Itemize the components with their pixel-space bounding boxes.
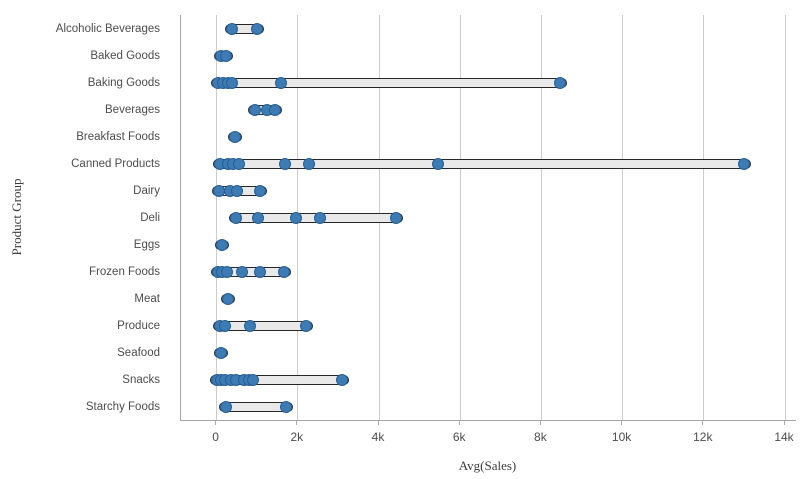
range-bar[interactable]	[212, 320, 314, 331]
data-point-dot[interactable]	[254, 265, 267, 278]
gridline	[703, 15, 705, 420]
x-axis-tick	[783, 421, 785, 425]
data-point-dot[interactable]	[279, 400, 292, 413]
data-point-dot[interactable]	[233, 157, 246, 170]
data-point-dot[interactable]	[553, 76, 566, 89]
data-point-dot[interactable]	[279, 157, 292, 170]
category-label[interactable]: Meat	[134, 292, 160, 305]
x-axis-tick	[702, 421, 704, 425]
category-label[interactable]: Baking Goods	[87, 76, 160, 89]
data-point-dot[interactable]	[737, 157, 750, 170]
gridline	[540, 15, 542, 420]
range-bar[interactable]	[211, 266, 292, 277]
x-axis-tick	[539, 421, 541, 425]
data-point-dot[interactable]	[274, 76, 287, 89]
data-point-dot[interactable]	[229, 130, 242, 143]
x-axis-tick	[215, 421, 217, 425]
gridline	[622, 15, 624, 420]
category-label[interactable]: Dairy	[133, 184, 160, 197]
x-axis-tick	[377, 421, 379, 425]
x-axis-tick	[458, 421, 460, 425]
data-point-dot[interactable]	[221, 292, 234, 305]
data-point-dot[interactable]	[218, 319, 231, 332]
data-point-dot[interactable]	[221, 265, 234, 278]
data-point-dot[interactable]	[219, 49, 232, 62]
category-label[interactable]: Produce	[117, 319, 160, 332]
category-labels: Alcoholic Beverages Baked Goods Baking Goo…	[0, 15, 172, 420]
range-bar[interactable]	[225, 23, 264, 34]
category-label[interactable]: Eggs	[133, 238, 160, 251]
data-point-dot[interactable]	[390, 211, 403, 224]
category-label[interactable]: Alcoholic Beverages	[55, 22, 160, 35]
range-bar[interactable]	[211, 77, 567, 88]
data-point-dot[interactable]	[230, 211, 243, 224]
data-point-dot[interactable]	[254, 184, 267, 197]
x-axis-tick-label: 14k	[774, 430, 794, 444]
data-point-dot[interactable]	[300, 319, 313, 332]
category-label[interactable]: Seafood	[117, 346, 160, 359]
category-label[interactable]: Breakfast Foods	[76, 130, 160, 143]
data-point-dot[interactable]	[248, 103, 261, 116]
x-axis-tick	[296, 421, 298, 425]
gridline	[216, 15, 218, 420]
data-point-dot[interactable]	[243, 319, 256, 332]
data-point-dot[interactable]	[432, 157, 445, 170]
category-label[interactable]: Beverages	[105, 103, 160, 116]
category-label[interactable]: Starchy Foods	[85, 400, 160, 413]
gridline	[784, 15, 786, 420]
x-axis-tick-label: 0	[212, 430, 219, 444]
x-axis-tick-label: 2k	[290, 430, 304, 444]
data-point-dot[interactable]	[278, 265, 291, 278]
x-axis-tick-label: 4k	[371, 430, 385, 444]
data-point-dot[interactable]	[236, 265, 249, 278]
data-point-dot[interactable]	[246, 373, 259, 386]
category-label[interactable]: Baked Goods	[90, 49, 160, 62]
x-axis-tick	[621, 421, 623, 425]
data-point-dot[interactable]	[226, 76, 239, 89]
category-label[interactable]: Canned Products	[71, 157, 160, 170]
data-point-dot[interactable]	[226, 22, 239, 35]
data-point-dot[interactable]	[336, 373, 349, 386]
plot-area	[180, 15, 796, 421]
category-label[interactable]: Snacks	[122, 373, 160, 386]
x-axis-tick-label: 6k	[452, 430, 466, 444]
category-label[interactable]: Frozen Foods	[89, 265, 160, 278]
data-point-dot[interactable]	[251, 211, 264, 224]
data-point-dot[interactable]	[313, 211, 326, 224]
range-bar[interactable]	[212, 158, 751, 169]
data-point-dot[interactable]	[289, 211, 302, 224]
x-axis-tick-label: 8k	[534, 430, 547, 444]
x-axis-title: Avg(Sales)	[458, 458, 517, 473]
x-axis-tick-label: 12k	[693, 430, 713, 444]
data-point-dot[interactable]	[219, 400, 232, 413]
range-bar[interactable]	[210, 374, 350, 385]
data-point-dot[interactable]	[231, 184, 244, 197]
gridline	[459, 15, 461, 420]
data-point-dot[interactable]	[303, 157, 316, 170]
range-bar[interactable]	[218, 401, 293, 412]
x-axis: 0 2k 4k 6k 8k 10k 12k 14k	[180, 421, 795, 453]
data-point-dot[interactable]	[250, 22, 263, 35]
data-point-dot[interactable]	[269, 103, 282, 116]
data-point-dot[interactable]	[216, 238, 229, 251]
data-point-dot[interactable]	[214, 346, 227, 359]
category-label[interactable]: Deli	[140, 211, 160, 224]
x-axis-tick-label: 10k	[611, 430, 632, 444]
